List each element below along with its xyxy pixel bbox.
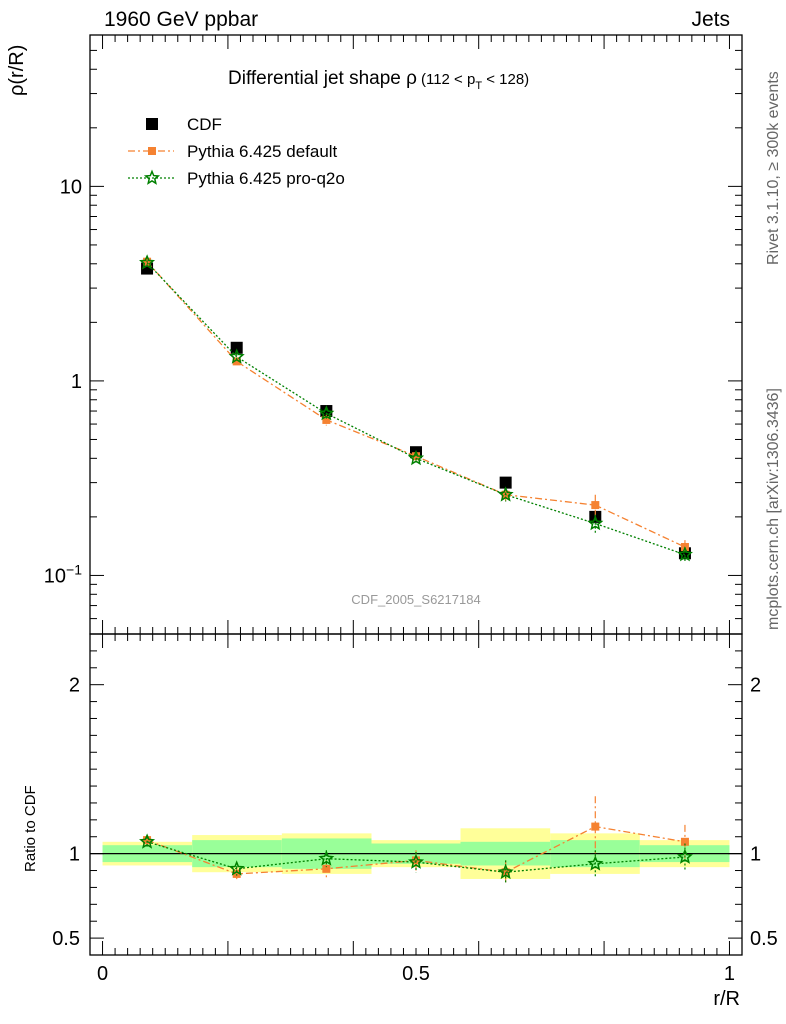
- legend-marker-pythia-6-425-default: [148, 147, 156, 155]
- ratio-point-pythia-6-425-pro-q2o: [407, 853, 425, 869]
- main-y-tick-label: 1: [71, 371, 82, 393]
- main-point-pythia-6-425-pro-q2o: [497, 486, 514, 502]
- main-point-pythia-6-425-default: [322, 415, 331, 424]
- main-point-cdf: [499, 476, 512, 489]
- main-point-pythia-6-425-default: [232, 357, 241, 366]
- ratio-point-pythia-6-425-pro-q2o: [318, 850, 335, 866]
- ratio-point-pythia-6-425-default: [232, 869, 241, 878]
- header-right-label: Jets: [691, 8, 730, 31]
- main-point-pythia-6-425-default: [412, 452, 420, 461]
- ratio-point-pythia-6-425-default: [322, 864, 331, 873]
- ratio-point-pythia-6-425-default: [501, 868, 510, 877]
- main-line-pythia-6-425-default: [146, 261, 686, 548]
- main-point-cdf: [230, 341, 243, 354]
- ratio-point-pythia-6-425-pro-q2o: [228, 860, 245, 876]
- ratio-uncertainty-bands: [90, 828, 742, 879]
- header-left-label: 1960 GeV ppbar: [104, 8, 259, 31]
- title-range-end: < 128): [482, 71, 529, 88]
- legend-label-pythia-6-425-default: Pythia 6.425 default: [187, 142, 338, 161]
- main-point-pythia-6-425-pro-q2o: [139, 254, 156, 270]
- legend-marker-cdf: [146, 118, 158, 130]
- ratio-y-tick-label: 2: [69, 675, 80, 697]
- ratio-x-tick-label: 0.5: [402, 963, 430, 985]
- ratio-x-tick-label: 1: [724, 963, 735, 985]
- main-point-pythia-6-425-pro-q2o: [407, 449, 425, 466]
- ratio-point-pythia-6-425-pro-q2o: [587, 855, 604, 871]
- legend-label-pythia-6-425-pro-q2o: Pythia 6.425 pro-q2o: [187, 169, 345, 188]
- ratio-point-pythia-6-425-pro-q2o: [676, 848, 693, 864]
- title-main: Differential jet shape: [228, 68, 406, 89]
- main-point-pythia-6-425-pro-q2o: [228, 348, 245, 364]
- ratio-x-tick-label: 0: [97, 963, 108, 985]
- main-point-pythia-6-425-default: [591, 501, 600, 510]
- ratio-point-pythia-6-425-default: [143, 836, 152, 845]
- legend-label-cdf: CDF: [187, 115, 222, 134]
- main-y-tick-label: 10−1: [44, 561, 82, 587]
- ratio-y-tick-label: 0.5: [52, 928, 80, 950]
- title-range-subscript: T: [475, 80, 482, 92]
- x-axis-label: r/R: [713, 988, 740, 1010]
- ratio-point-pythia-6-425-pro-q2o: [497, 863, 514, 880]
- main-point-pythia-6-425-pro-q2o: [676, 546, 693, 562]
- ratio-y-tick-label-right: 2: [750, 675, 761, 697]
- main-point-pythia-6-425-pro-q2o: [318, 405, 335, 421]
- chart-title: Differential jet shape ρ (112 < pT < 128): [228, 68, 529, 92]
- legend: CDF Pythia 6.425 default Pythia 6.425 pro-…: [128, 115, 345, 188]
- ratio-point-pythia-6-425-pro-q2o: [139, 833, 156, 849]
- ratio-panel-frame: [89, 633, 743, 956]
- ratio-y-tick-label: 1: [69, 844, 80, 866]
- main-point-pythia-6-425-pro-q2o: [587, 515, 604, 531]
- ratio-y-tick-label-right: 0.5: [750, 928, 778, 950]
- title-range: (112 < p: [421, 71, 475, 88]
- ratio-y-tick-label-right: 1: [750, 844, 761, 866]
- main-line-pythia-6-425-pro-q2o: [146, 262, 686, 556]
- analysis-watermark: CDF_2005_S6217184: [351, 592, 480, 607]
- main-y-tick-label: 10: [60, 176, 82, 198]
- title-rho: ρ: [406, 68, 417, 89]
- ratio-point-pythia-6-425-default: [591, 822, 600, 831]
- ratio-point-pythia-6-425-default: [680, 837, 689, 846]
- legend-marker-pythia-6-425-pro-q2o: [143, 169, 161, 185]
